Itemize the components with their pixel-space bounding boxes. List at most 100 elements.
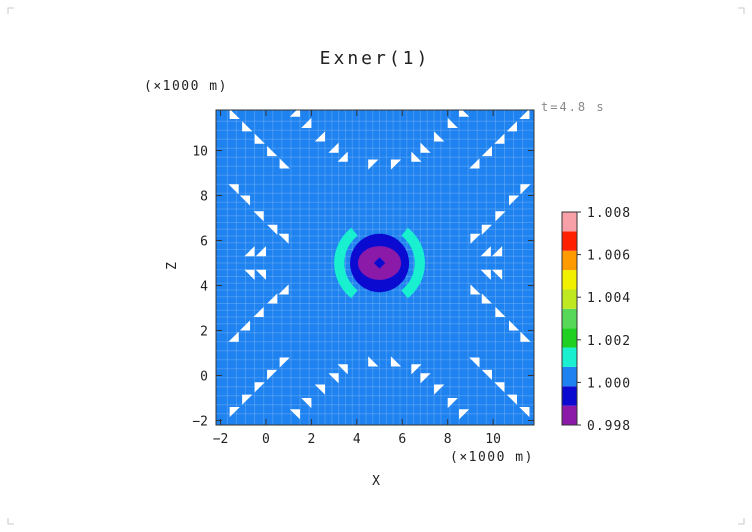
plot-frame xyxy=(215,109,535,426)
boundary-triangle xyxy=(328,142,339,153)
boundary-triangle xyxy=(228,331,239,342)
boundary-triangle xyxy=(229,110,240,119)
colorbar-segment xyxy=(562,212,577,232)
boundary-triangle xyxy=(420,142,431,153)
boundary-triangle xyxy=(242,121,253,132)
boundary-triangle xyxy=(255,246,266,257)
boundary-triangle xyxy=(494,133,505,144)
boundary-triangle xyxy=(289,110,301,117)
boundary-triangle xyxy=(239,320,251,331)
corner-mark-bl xyxy=(7,518,14,525)
chart-title: Exner(1) xyxy=(320,48,431,69)
boundary-triangle xyxy=(279,357,290,368)
boundary-triangle xyxy=(481,369,492,380)
x-axis-unit-label: (×1000 m) xyxy=(450,450,534,465)
colorbar-segment xyxy=(562,347,577,367)
x-tick-label: 8 xyxy=(444,432,452,447)
boundary-triangle xyxy=(390,356,402,367)
x-tick-label: 2 xyxy=(307,432,315,447)
boundary-triangle xyxy=(328,373,339,384)
boundary-triangle xyxy=(495,306,506,317)
colorbar-segment xyxy=(562,289,577,309)
boundary-triangle xyxy=(506,121,517,132)
boundary-triangle xyxy=(278,284,289,295)
field-features xyxy=(334,227,425,299)
x-axis-ticks: −2 0 2 4 6 8 10 xyxy=(213,110,501,447)
x-axis-label: X xyxy=(372,474,380,489)
boundary-triangle xyxy=(253,306,264,317)
colorbar-segment xyxy=(562,308,577,329)
x-tick-label: −2 xyxy=(213,432,229,447)
boundary-triangle xyxy=(267,293,278,304)
boundary-triangle xyxy=(480,246,491,257)
boundary-triangle xyxy=(469,357,480,368)
boundary-triangle xyxy=(244,269,255,280)
boundary-triangle xyxy=(244,246,255,257)
x-tick-label: 4 xyxy=(353,432,361,447)
boundary-triangle xyxy=(314,131,326,142)
boundary-triangle xyxy=(519,110,530,119)
boundary-triangle xyxy=(470,284,481,295)
corner-mark-tl xyxy=(7,7,14,14)
y-tick-label: 6 xyxy=(200,235,208,250)
boundary-triangle xyxy=(481,224,492,235)
colorbar-tick-label: 1.002 xyxy=(587,334,631,349)
boundary-triangle xyxy=(279,158,290,169)
boundary-triangle xyxy=(459,409,470,420)
boundary-triangle xyxy=(481,293,492,304)
colorbar-segment xyxy=(562,270,577,290)
boundary-triangle xyxy=(519,407,530,418)
colorbar-segment xyxy=(562,366,577,387)
boundary-triangle xyxy=(459,110,470,117)
boundary-triangles xyxy=(228,110,531,420)
colorbar-tick-label: 0.998 xyxy=(587,419,631,434)
boundary-triangle xyxy=(491,269,503,280)
colorbar-segment xyxy=(562,405,577,425)
boundary-triangle xyxy=(411,364,422,375)
boundary-triangle xyxy=(254,382,265,393)
y-axis-ticks: −2 0 2 4 6 8 10 xyxy=(192,145,534,430)
plot-area xyxy=(216,110,534,425)
y-tick-label: 10 xyxy=(192,145,208,160)
corner-mark-br xyxy=(738,518,745,525)
boundary-triangle xyxy=(509,320,520,331)
boundary-triangle xyxy=(254,133,265,144)
colorbar-segment xyxy=(562,250,577,271)
colorbar-segment xyxy=(562,386,577,406)
boundary-triangle xyxy=(509,195,520,206)
boundary-triangle xyxy=(228,184,239,195)
boundary-triangle xyxy=(411,151,422,162)
boundary-triangle xyxy=(337,151,348,162)
boundary-triangle xyxy=(447,117,458,128)
boundary-triangle xyxy=(242,394,253,405)
colorbar-segment xyxy=(562,328,577,348)
boundary-triangle xyxy=(278,233,289,244)
colorbar-tick-label: 1.006 xyxy=(587,249,631,264)
boundary-triangle xyxy=(301,398,312,409)
boundary-triangle xyxy=(255,269,266,280)
boundary-triangle xyxy=(267,224,278,235)
boundary-triangle xyxy=(520,184,531,195)
colorbar-segment xyxy=(562,231,577,251)
boundary-triangle xyxy=(289,409,301,420)
x-tick-label: 10 xyxy=(485,432,501,447)
colorbar-tick-label: 1.000 xyxy=(587,376,631,391)
colorbar-tick-label: 1.008 xyxy=(587,206,631,221)
boundary-triangle xyxy=(506,394,517,405)
boundary-triangle xyxy=(337,364,348,375)
y-tick-label: −2 xyxy=(192,415,208,430)
colorbar-frame xyxy=(561,211,578,426)
contour-arc-left xyxy=(334,227,358,299)
boundary-triangle xyxy=(469,158,480,169)
y-tick-label: 4 xyxy=(200,280,208,295)
y-tick-label: 8 xyxy=(200,190,208,205)
boundary-triangle xyxy=(390,159,402,170)
boundary-triangle xyxy=(470,233,481,244)
colorbar: 0.998 1.000 1.002 1.004 1.006 1.008 xyxy=(561,206,631,434)
center-diamond xyxy=(373,257,386,269)
boundary-triangle xyxy=(239,195,251,206)
boundary-triangle xyxy=(314,384,326,395)
boundary-triangle xyxy=(480,269,491,280)
z-axis-unit-label: (×1000 m) xyxy=(144,79,228,94)
